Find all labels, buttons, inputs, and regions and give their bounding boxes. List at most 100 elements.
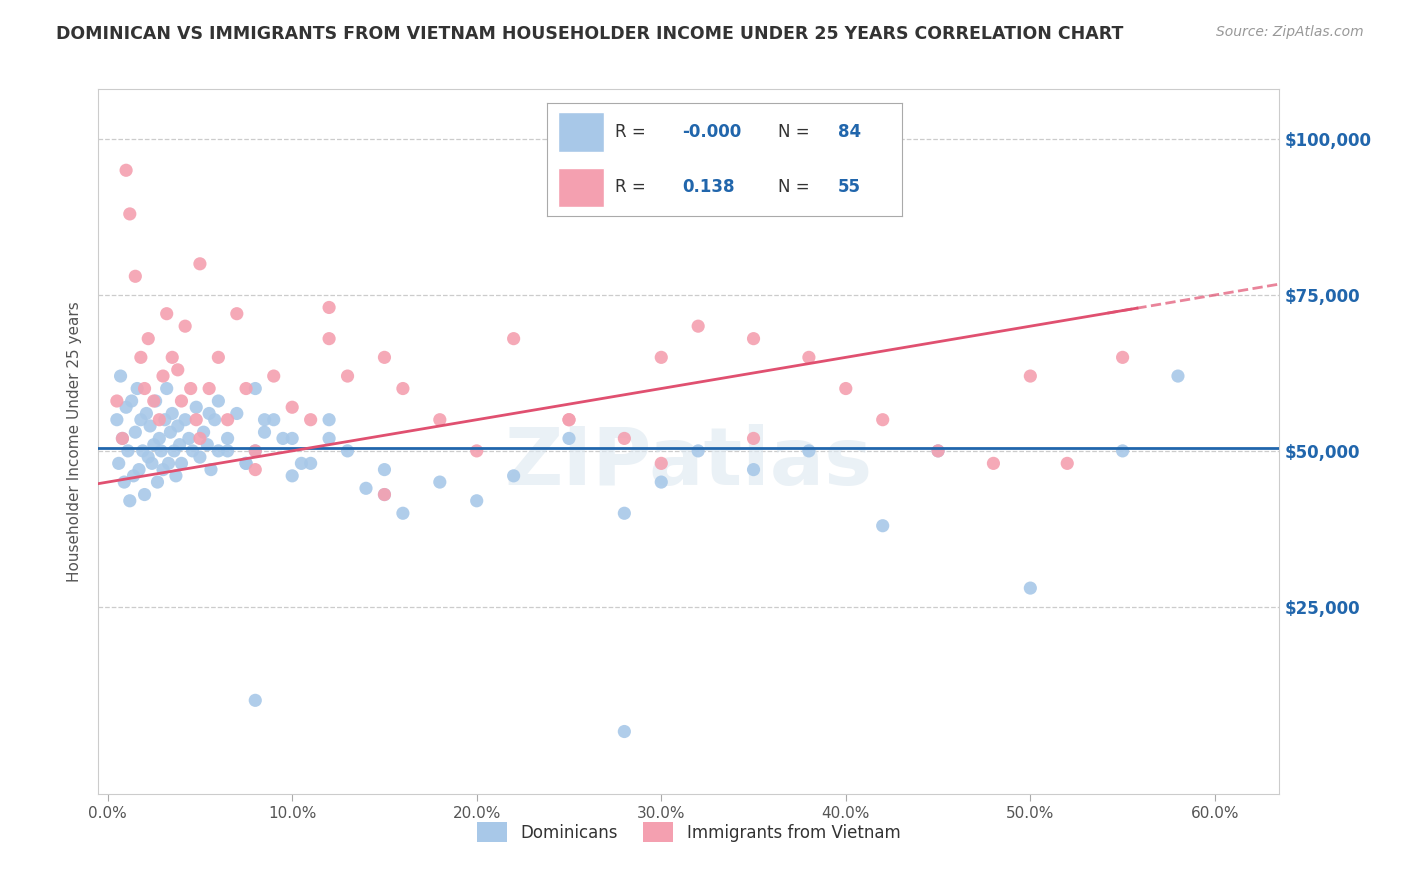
Point <box>558 413 581 427</box>
Point <box>127 382 149 396</box>
Point <box>148 413 170 427</box>
Point <box>174 413 197 427</box>
Point <box>927 443 949 458</box>
Point <box>245 693 267 707</box>
Point <box>153 413 176 427</box>
Point <box>115 401 138 415</box>
Point <box>169 437 191 451</box>
Point <box>927 443 949 458</box>
Point <box>318 413 340 427</box>
Point <box>318 301 340 315</box>
Point <box>373 351 395 365</box>
Point <box>235 456 257 470</box>
Point <box>145 394 167 409</box>
Point <box>983 456 1005 470</box>
Point <box>207 443 229 458</box>
Point <box>186 401 208 415</box>
Point <box>198 407 221 421</box>
Point <box>613 432 636 446</box>
Point <box>872 518 894 533</box>
Point <box>174 319 197 334</box>
Point <box>502 332 524 346</box>
Point <box>217 413 239 427</box>
Point <box>650 456 672 470</box>
Point <box>110 369 132 384</box>
Point <box>152 462 174 476</box>
Point <box>193 425 215 440</box>
Point <box>181 443 204 458</box>
Point <box>1056 456 1078 470</box>
Point <box>198 382 221 396</box>
Point <box>465 443 488 458</box>
Point <box>235 382 257 396</box>
Point <box>165 468 187 483</box>
Point <box>207 394 229 409</box>
Point <box>142 394 165 409</box>
Point <box>650 475 672 489</box>
Point <box>142 437 165 451</box>
Point <box>159 425 181 440</box>
Point <box>157 456 180 470</box>
Point <box>299 413 322 427</box>
Point <box>336 369 359 384</box>
Point <box>318 332 340 346</box>
Point <box>136 450 159 464</box>
Point <box>1111 351 1133 365</box>
Point <box>166 363 188 377</box>
Point <box>207 351 229 365</box>
Point <box>253 425 276 440</box>
Text: Source: ZipAtlas.com: Source: ZipAtlas.com <box>1216 25 1364 39</box>
Point <box>1019 581 1042 595</box>
Point <box>465 493 488 508</box>
Point <box>1019 369 1042 384</box>
Point <box>558 432 581 446</box>
Point <box>263 413 285 427</box>
Point <box>650 351 672 365</box>
Point <box>225 307 247 321</box>
Point <box>122 468 145 483</box>
Point <box>132 443 155 458</box>
Point <box>111 432 134 446</box>
Point <box>1111 443 1133 458</box>
Point <box>156 307 179 321</box>
Point <box>107 456 129 470</box>
Point <box>373 462 395 476</box>
Point <box>392 382 415 396</box>
Point <box>271 432 294 446</box>
Point <box>253 413 276 427</box>
Point <box>354 481 377 495</box>
Point <box>112 475 135 489</box>
Point <box>105 413 128 427</box>
Text: DOMINICAN VS IMMIGRANTS FROM VIETNAM HOUSEHOLDER INCOME UNDER 25 YEARS CORRELATI: DOMINICAN VS IMMIGRANTS FROM VIETNAM HOU… <box>56 25 1123 43</box>
Point <box>117 443 139 458</box>
Point <box>502 468 524 483</box>
Point <box>124 425 146 440</box>
Point <box>558 413 581 427</box>
Point <box>124 269 146 284</box>
Point <box>797 351 820 365</box>
Point <box>742 332 765 346</box>
Point <box>186 413 208 427</box>
Point <box>281 468 304 483</box>
Point <box>134 382 156 396</box>
Point <box>129 413 152 427</box>
Point <box>263 369 285 384</box>
Point <box>118 207 141 221</box>
Point <box>245 443 267 458</box>
Point <box>290 456 312 470</box>
Point <box>1167 369 1189 384</box>
Point <box>429 413 451 427</box>
Point <box>162 351 184 365</box>
Point <box>177 432 200 446</box>
Point <box>688 319 710 334</box>
Point <box>150 443 173 458</box>
Point <box>134 487 156 501</box>
Point <box>217 443 239 458</box>
Point <box>115 163 138 178</box>
Point <box>429 475 451 489</box>
Point <box>336 443 359 458</box>
Point <box>613 724 636 739</box>
Point <box>200 462 222 476</box>
Point <box>166 419 188 434</box>
Legend: Dominicans, Immigrants from Vietnam: Dominicans, Immigrants from Vietnam <box>471 815 907 849</box>
